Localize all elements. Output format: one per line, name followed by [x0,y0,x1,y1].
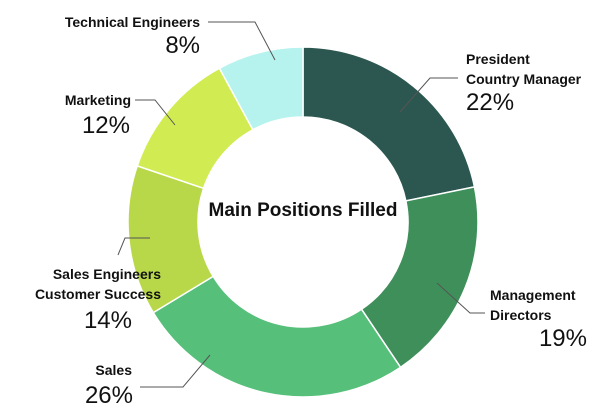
label-line: Sales [95,362,132,378]
label-line: President [466,51,530,67]
leader-line [140,354,211,388]
slice-technical-engineers [218,46,304,131]
label-line: Country Manager [466,71,582,87]
pct-technical: 8% [165,32,200,59]
label-technical: Technical Engineers [65,12,200,32]
leader-line [399,77,458,113]
label-line: Marketing [64,92,131,108]
leader-line [208,21,276,61]
label-sales: Sales [95,360,132,380]
slice-president-country-manager [302,46,476,202]
label-sales-engineers: Sales Engineers Customer Success [35,264,161,304]
label-line: Technical Engineers [64,14,200,30]
pct-marketing: 12% [81,112,130,139]
pct-president: 22% [466,89,515,116]
pct-sales-engineers: 14% [83,307,132,334]
label-line: Customer Success [34,286,161,302]
label-line: Sales Engineers [52,266,161,282]
label-president: President Country Manager [466,49,581,89]
label-line: Directors [490,307,552,323]
leader-line [436,282,485,314]
label-marketing: Marketing [65,90,131,110]
slice-sales [152,275,402,398]
pct-management: 19% [538,325,587,352]
pct-sales: 26% [84,382,133,409]
label-line: Management [490,287,576,303]
label-management: Management Directors [490,285,576,325]
chart-title: Main Positions Filled [208,200,398,221]
leader-line [135,99,176,126]
leader-line [117,237,150,256]
